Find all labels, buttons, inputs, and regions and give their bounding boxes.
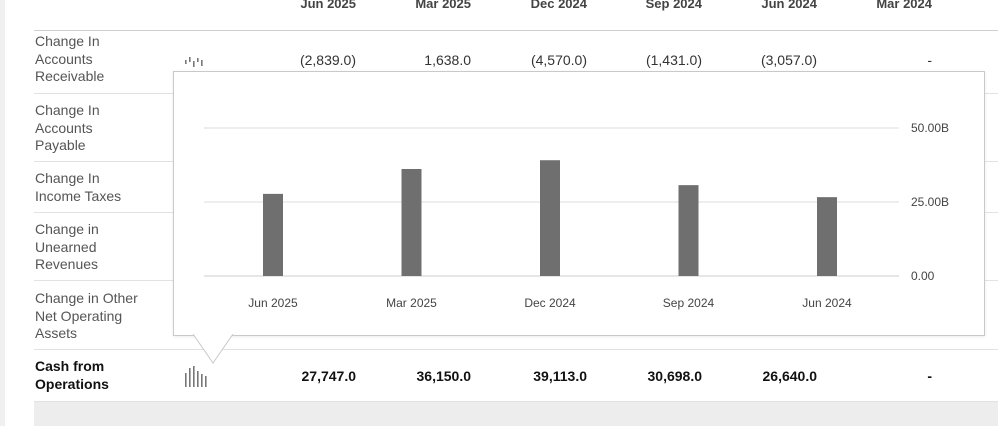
table-footer-bar <box>34 402 998 426</box>
row-label: Change In Income Taxes <box>35 170 122 204</box>
mini-bar-chart-icon[interactable] <box>184 364 210 390</box>
bar-chart: 0.00 25.00B 50.00B Jun 2025 Mar 2025 Dec 2024… <box>204 121 949 310</box>
popup-pointer <box>193 334 234 364</box>
table-row: Change In Accounts Receivable (2,839.0) … <box>34 30 998 94</box>
value-cell: (3,057.0) <box>760 52 817 68</box>
y-tick-label: 50.00B <box>911 121 949 135</box>
row-label: Cash from Operations <box>35 358 109 392</box>
value-cell: (4,570.0) <box>530 52 587 68</box>
mini-bar-chart-icon[interactable] <box>184 55 210 71</box>
chart-bar[interactable] <box>263 193 283 276</box>
column-header[interactable]: Sep 2024 <box>645 0 702 11</box>
value-cell: 30,698.0 <box>647 368 703 384</box>
value-cell: 39,113.0 <box>533 368 587 384</box>
x-tick-label: Sep 2024 <box>663 296 715 310</box>
value-cell: 1,638.0 <box>424 52 471 68</box>
x-tick-label: Mar 2025 <box>386 296 437 310</box>
y-tick-label: 25.00B <box>911 195 949 209</box>
value-cell: 36,150.0 <box>416 368 472 384</box>
chart-bar[interactable] <box>401 168 422 276</box>
chart-bar[interactable] <box>540 160 560 276</box>
column-header[interactable]: Mar 2025 <box>415 0 471 11</box>
x-tick-label: Jun 2025 <box>248 296 298 310</box>
chart-popup: 0.00 25.00B 50.00B Jun 2025 Mar 2025 Dec 2024… <box>173 71 985 336</box>
value-cell: - <box>927 368 932 384</box>
column-header[interactable]: Mar 2024 <box>876 0 932 11</box>
x-tick-label: Jun 2024 <box>802 296 852 310</box>
value-cell: - <box>927 52 932 68</box>
column-header[interactable]: Jun 2025 <box>300 0 356 11</box>
row-label: Change In Accounts Receivable <box>35 33 105 84</box>
value-cell: 26,640.0 <box>762 368 818 384</box>
chart-bar[interactable] <box>817 197 837 276</box>
table-row: Change in Other Net Operating Assets <box>34 281 998 350</box>
value-cell: (1,431.0) <box>645 52 702 68</box>
left-margin-strip <box>0 0 5 426</box>
table-row: Cash from Operations 27,747.0 36,150.0 3… <box>34 350 998 402</box>
table-header: Jun 2025 Mar 2025 Dec 2024 Sep 2024 Jun … <box>34 0 998 31</box>
row-label: Change In Accounts Payable <box>35 102 100 153</box>
chart-bar[interactable] <box>678 185 699 276</box>
value-cell: (2,839.0) <box>299 52 356 68</box>
value-cell: 27,747.0 <box>301 368 357 384</box>
x-tick-label: Dec 2024 <box>524 296 576 310</box>
y-tick-label: 0.00 <box>911 269 935 283</box>
row-label: Change in Other Net Operating Assets <box>35 290 138 341</box>
column-header[interactable]: Dec 2024 <box>530 0 587 11</box>
row-label: Change in Unearned Revenues <box>35 221 99 272</box>
column-header[interactable]: Jun 2024 <box>761 0 817 11</box>
